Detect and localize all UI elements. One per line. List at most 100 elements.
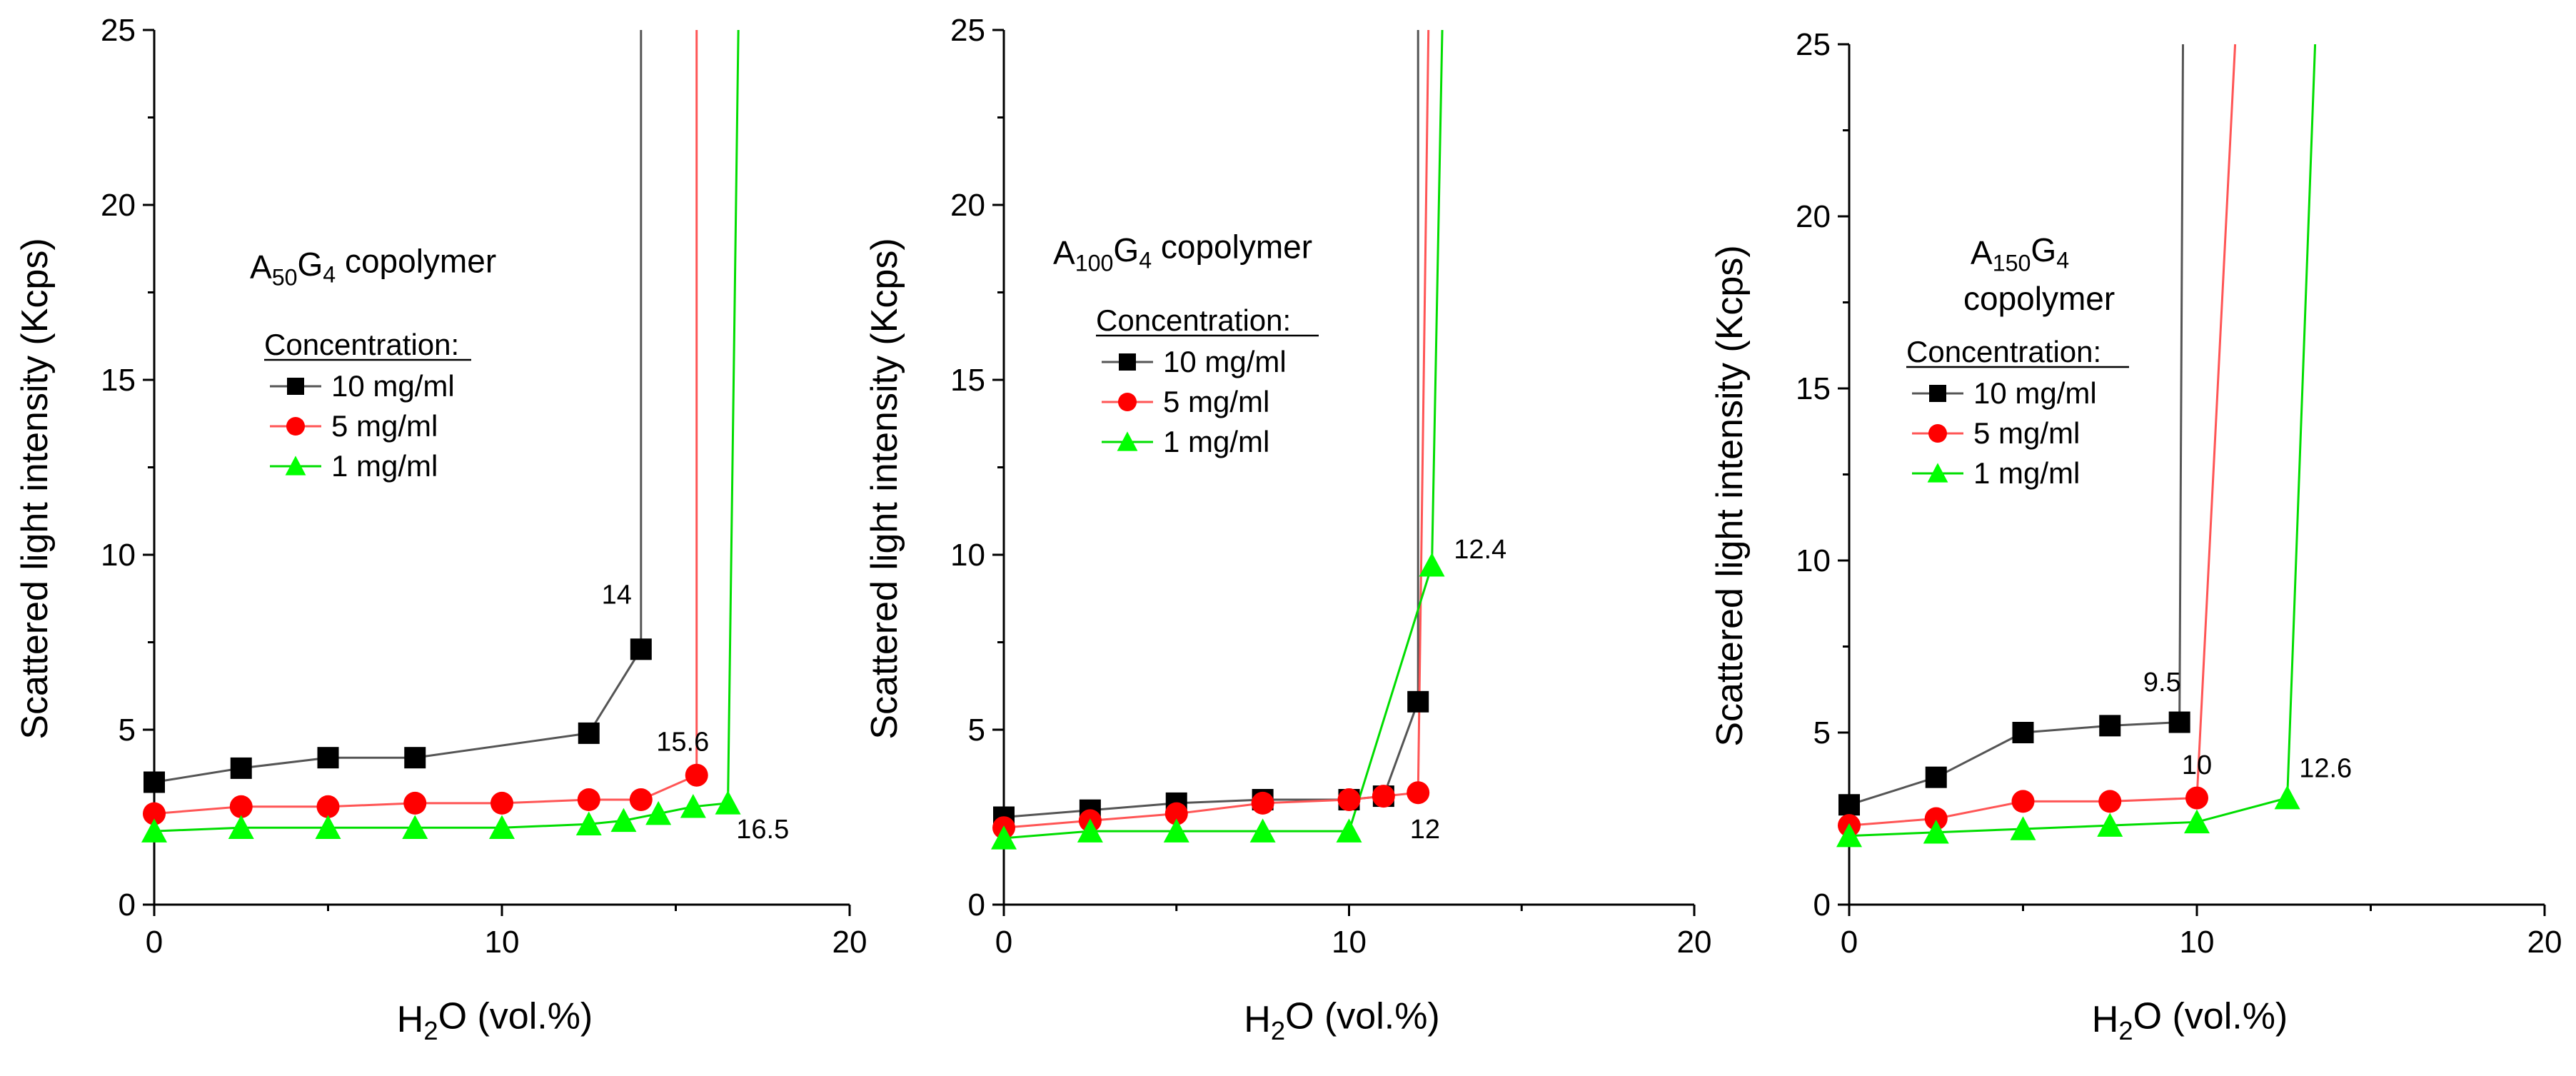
- x-tick-label: 20: [832, 925, 867, 960]
- series-line-3: [154, 29, 740, 833]
- panel-title: A150G4: [1971, 231, 2069, 276]
- text-part: H: [2092, 999, 2119, 1040]
- data-point-triangle: [402, 815, 428, 839]
- series-line-1: [1848, 44, 2185, 806]
- text-part: G: [298, 246, 323, 283]
- data-point-triangle: [489, 815, 515, 839]
- data-point-square: [2099, 715, 2121, 737]
- y-tick-label: 25: [1796, 27, 1831, 62]
- legend-marker-square: [1119, 353, 1136, 371]
- data-point-triangle: [2184, 809, 2210, 834]
- series-line-3: [1848, 44, 2317, 838]
- data-point-triangle: [1249, 818, 1276, 843]
- text-part: O (vol.%): [438, 995, 593, 1037]
- y-tick-label: 0: [968, 888, 985, 922]
- data-point-circle: [685, 763, 708, 787]
- legend-marker-square: [287, 378, 304, 395]
- subscript-text: 100: [1075, 251, 1114, 276]
- data-point-square: [578, 722, 600, 744]
- data-point-triangle: [2010, 816, 2036, 840]
- chart-panel-2: 0 5 10 15 20 25 0 10 20 H2O (vol.%) Scattered ligh…: [864, 13, 1711, 1045]
- text-part: O (vol.%): [1285, 995, 1440, 1037]
- series-line-1: [154, 30, 643, 783]
- x-tick-label: 20: [1677, 925, 1712, 960]
- data-point-triangle: [2274, 785, 2300, 810]
- panel-title: A50G4 copolymer: [250, 243, 496, 291]
- chart-panel-3: 0 5 10 15 20 25 0 10 20 H2O (vol.%) Scattered ligh…: [1709, 27, 2562, 1045]
- x-tick-label: 0: [995, 925, 1012, 960]
- y-axis-title: Scattered light intensity (Kcps): [14, 238, 56, 739]
- legend-heading: Concentration:: [1096, 303, 1291, 337]
- y-tick-label: 5: [968, 713, 985, 748]
- x-tick-label: 20: [2527, 925, 2562, 960]
- data-point-circle: [2011, 790, 2035, 813]
- legend-heading: Concentration:: [264, 328, 459, 361]
- text-part: H: [1244, 999, 1271, 1040]
- legend-entry-label: 10 mg/ml: [1163, 345, 1287, 378]
- data-point-square: [1838, 794, 1860, 816]
- panel-title: A100G4 copolymer: [1053, 228, 1312, 276]
- data-point-triangle: [1163, 818, 1189, 843]
- subscript-text: 150: [1993, 251, 2031, 276]
- data-point-triangle: [680, 794, 706, 818]
- text-part: H: [397, 999, 424, 1040]
- y-axis-title: Scattered light intensity (Kcps): [1709, 245, 1751, 746]
- data-point-triangle: [991, 825, 1017, 850]
- subscript-text: 2: [1271, 1016, 1285, 1045]
- data-point-circle: [490, 791, 513, 815]
- text-part: copolymer: [336, 243, 496, 280]
- data-annotation: 14: [602, 580, 632, 610]
- y-tick-label: 0: [119, 888, 136, 922]
- data-point-triangle: [1836, 823, 1862, 848]
- data-point-circle: [229, 795, 253, 818]
- data-point-triangle: [2097, 813, 2123, 837]
- y-axis-title: Scattered light intensity (Kcps): [864, 238, 905, 739]
- y-tick-label: 0: [1813, 888, 1831, 922]
- legend-entry-label: 1 mg/ml: [331, 449, 438, 483]
- data-point-circle: [403, 791, 427, 815]
- data-annotation: 12.6: [2299, 754, 2352, 784]
- legend: Concentration: 10 mg/ml 5 mg/ml 1 mg/ml: [1096, 303, 1319, 458]
- data-point-triangle: [1923, 820, 1949, 844]
- data-point-square: [1407, 690, 1429, 713]
- data-point-triangle: [228, 815, 254, 839]
- x-tick-label: 10: [1332, 925, 1367, 960]
- data-point-circle: [2098, 790, 2122, 813]
- legend-entry-label: 1 mg/ml: [1973, 456, 2080, 490]
- data-annotation: 15.6: [656, 727, 709, 757]
- data-point-triangle: [645, 800, 672, 825]
- y-tick-label: 25: [950, 13, 985, 48]
- data-annotation: 16.5: [736, 815, 789, 845]
- data-point-circle: [143, 802, 166, 825]
- x-tick-label: 10: [485, 925, 520, 960]
- legend-marker-circle: [1118, 393, 1137, 411]
- data-point-triangle: [1336, 818, 1362, 843]
- series-line-2: [1848, 44, 2237, 827]
- text-part: A: [1971, 234, 1993, 271]
- data-point-square: [2012, 722, 2034, 743]
- y-tick-label: 20: [1796, 199, 1831, 234]
- legend-marker-triangle: [285, 456, 306, 476]
- x-tick-label: 10: [2180, 925, 2215, 960]
- data-point-circle: [2185, 786, 2208, 810]
- y-tick-label: 20: [950, 188, 985, 223]
- data-point-circle: [316, 795, 340, 818]
- x-axis-title: H2O (vol.%): [397, 995, 593, 1045]
- data-point-square: [2168, 711, 2190, 733]
- y-tick-label: 15: [1796, 371, 1831, 406]
- data-point-square: [1925, 766, 1947, 788]
- y-tick-label: 5: [119, 713, 136, 748]
- legend-marker-circle: [286, 417, 305, 436]
- data-point-circle: [1924, 807, 1948, 830]
- text-part: G: [1113, 231, 1139, 268]
- y-tick-label: 15: [101, 363, 136, 398]
- legend-entry-label: 10 mg/ml: [1973, 376, 2097, 410]
- data-annotation: 12.4: [1454, 535, 1506, 565]
- legend: Concentration: 10 mg/ml 5 mg/ml 1 mg/ml: [264, 328, 471, 483]
- data-point-square: [317, 747, 339, 769]
- data-annotation: 9.5: [2143, 668, 2181, 698]
- legend-marker-square: [1929, 385, 1946, 402]
- text-part: O (vol.%): [2133, 995, 2288, 1037]
